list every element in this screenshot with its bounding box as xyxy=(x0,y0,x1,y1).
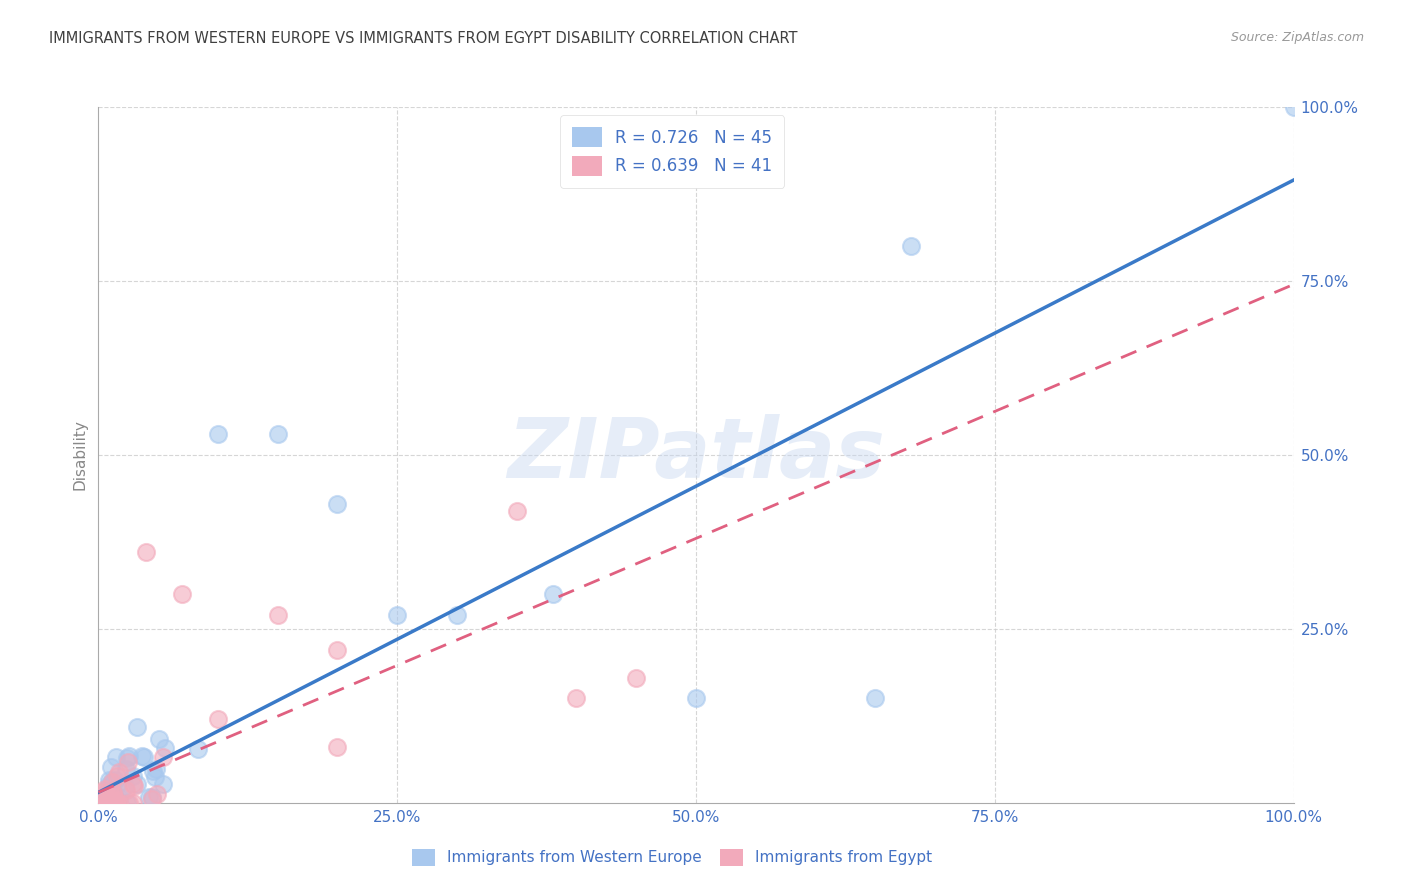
Point xyxy=(125,720,148,734)
Point xyxy=(101,794,124,808)
Point xyxy=(105,769,128,783)
Point xyxy=(131,748,153,763)
Text: Source: ZipAtlas.com: Source: ZipAtlas.com xyxy=(1230,31,1364,45)
Point xyxy=(96,796,118,810)
Point xyxy=(125,777,148,791)
Point xyxy=(145,770,167,784)
Text: ZIPatlas: ZIPatlas xyxy=(508,415,884,495)
Point xyxy=(326,740,349,755)
Point xyxy=(446,607,468,622)
Point xyxy=(93,788,115,802)
Point xyxy=(153,741,176,756)
Point xyxy=(93,796,115,810)
Point xyxy=(152,777,174,791)
Point xyxy=(148,731,170,746)
Point xyxy=(98,773,121,788)
Point xyxy=(103,794,125,808)
Point xyxy=(541,587,564,601)
Point xyxy=(152,750,174,764)
Point xyxy=(91,785,114,799)
Point xyxy=(1282,100,1305,114)
Point xyxy=(104,796,127,810)
Point xyxy=(565,691,588,706)
Point xyxy=(108,796,131,810)
Point xyxy=(117,748,139,763)
Point xyxy=(122,779,145,793)
Y-axis label: Disability: Disability xyxy=(72,419,87,491)
Point xyxy=(98,789,121,803)
Point xyxy=(685,691,707,706)
Point xyxy=(118,796,141,810)
Point xyxy=(105,793,128,807)
Point xyxy=(101,776,124,790)
Point xyxy=(105,749,128,764)
Point xyxy=(135,545,157,559)
Point xyxy=(115,796,138,810)
Point xyxy=(132,750,155,764)
Point xyxy=(103,796,125,810)
Point xyxy=(105,796,128,810)
Point xyxy=(101,796,124,810)
Point xyxy=(863,691,887,706)
Point xyxy=(142,764,165,778)
Point xyxy=(326,642,349,657)
Point xyxy=(326,497,349,511)
Point xyxy=(187,742,209,756)
Point xyxy=(114,779,136,793)
Point xyxy=(506,503,529,517)
Point xyxy=(108,796,131,810)
Point xyxy=(96,796,118,810)
Point xyxy=(138,790,160,805)
Point xyxy=(101,774,124,789)
Point xyxy=(101,776,124,790)
Point xyxy=(105,793,128,807)
Legend: Immigrants from Western Europe, Immigrants from Egypt: Immigrants from Western Europe, Immigran… xyxy=(406,843,938,871)
Point xyxy=(105,778,128,792)
Point xyxy=(107,764,129,779)
Point xyxy=(97,796,120,810)
Text: IMMIGRANTS FROM WESTERN EUROPE VS IMMIGRANTS FROM EGYPT DISABILITY CORRELATION C: IMMIGRANTS FROM WESTERN EUROPE VS IMMIGR… xyxy=(49,31,797,46)
Point xyxy=(141,789,163,804)
Point xyxy=(146,787,169,801)
Point xyxy=(93,782,115,797)
Point xyxy=(626,671,648,685)
Point xyxy=(115,762,138,776)
Point xyxy=(108,790,131,805)
Point xyxy=(900,239,922,253)
Point xyxy=(97,796,120,810)
Point xyxy=(98,796,121,810)
Point xyxy=(145,762,167,776)
Point xyxy=(94,796,117,810)
Point xyxy=(385,607,409,622)
Point xyxy=(97,795,120,809)
Point xyxy=(90,796,112,810)
Point xyxy=(115,782,138,797)
Point xyxy=(267,607,290,622)
Point xyxy=(104,772,127,787)
Point xyxy=(103,786,125,800)
Point xyxy=(122,769,145,783)
Point xyxy=(117,755,139,769)
Point xyxy=(141,792,163,806)
Point xyxy=(100,760,122,774)
Point xyxy=(172,587,194,601)
Point xyxy=(121,796,143,810)
Point xyxy=(96,796,118,810)
Point xyxy=(100,775,122,789)
Point xyxy=(101,787,124,801)
Point xyxy=(207,427,229,442)
Point xyxy=(122,777,145,791)
Point xyxy=(117,750,139,764)
Point xyxy=(97,779,120,793)
Point xyxy=(207,712,229,726)
Point xyxy=(267,427,290,442)
